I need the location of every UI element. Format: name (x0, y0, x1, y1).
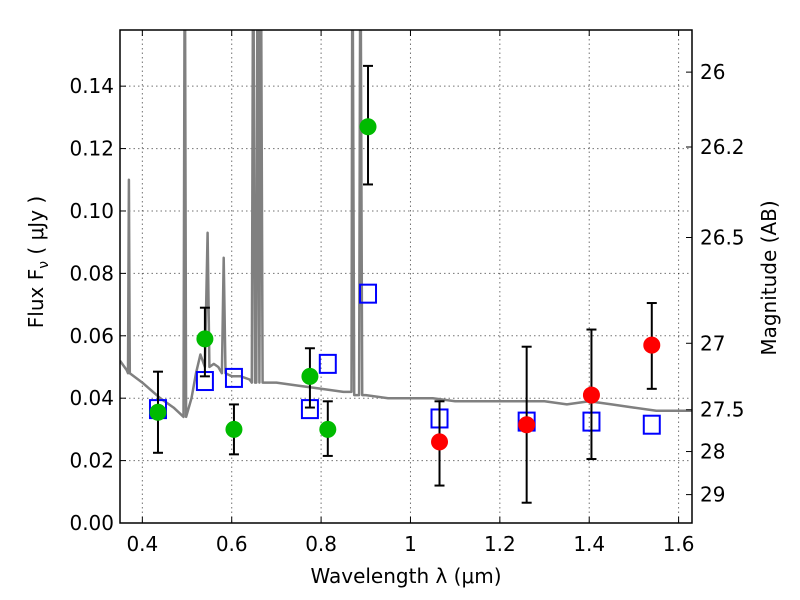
right-tick-label: 27 (700, 331, 725, 355)
model-photometry-square (318, 353, 337, 374)
ir-data-point (431, 433, 449, 451)
ir-data-point (518, 416, 536, 434)
right-tick-label: 29 (700, 483, 725, 507)
optical-data-point (196, 330, 214, 348)
right-axis-label: Magnitude (AB) (757, 200, 781, 355)
y-tick-label: 0.06 (69, 324, 114, 348)
x-tick-label: 1.4 (573, 532, 605, 556)
right-tick-label: 26.5 (700, 225, 745, 249)
optical-data-point (149, 403, 167, 421)
plot-area (120, 30, 692, 504)
y-tick-label: 0.14 (69, 74, 114, 98)
optical-data-point (359, 118, 377, 136)
axes-ticks: 0.4 0.6 0.8 1 1.2 1.4 1.6 0.00 0.02 0.04 0.06 0.08 0… (69, 30, 745, 556)
x-tick-label: 0.8 (305, 532, 337, 556)
y-tick-label: 0.02 (69, 449, 114, 473)
right-tick-label: 28 (700, 440, 725, 464)
model-photometry-square (224, 367, 243, 388)
right-tick-label: 26.2 (700, 135, 745, 159)
optical-data-point (301, 367, 319, 385)
right-tick-label: 27.5 (700, 398, 745, 422)
x-tick-label: 0.6 (216, 532, 248, 556)
y-tick-label: 0.08 (69, 261, 114, 285)
x-tick-label: 1.6 (663, 532, 695, 556)
y-tick-label: 0.10 (69, 199, 114, 223)
plot-frame (119, 29, 693, 524)
right-tick-label: 26 (700, 60, 725, 84)
x-axis-label: Wavelength λ (μm) (310, 564, 501, 588)
y-axis-label-subscript: ν (36, 261, 52, 269)
ir-data-point (582, 386, 600, 404)
optical-data-point (319, 420, 337, 438)
y-axis-label-main: Flux F (24, 269, 48, 328)
model-photometry-square (642, 414, 661, 435)
x-tick-label: 1.2 (484, 532, 516, 556)
ir-data-point (643, 336, 661, 354)
y-tick-label: 0.04 (69, 386, 114, 410)
grid (120, 30, 692, 524)
x-tick-label: 0.4 (126, 532, 158, 556)
model-spectrum-line (120, 30, 692, 419)
y-axis-label: Flux Fν ( μJy ) (24, 196, 52, 328)
model-photometry-square (359, 283, 378, 304)
y-tick-label: 0.00 (69, 511, 114, 535)
x-tick-label: 1 (404, 532, 417, 556)
optical-data-point (225, 420, 243, 438)
y-axis-label-unit: ( μJy ) (24, 196, 48, 261)
y-tick-label: 0.12 (69, 137, 114, 161)
